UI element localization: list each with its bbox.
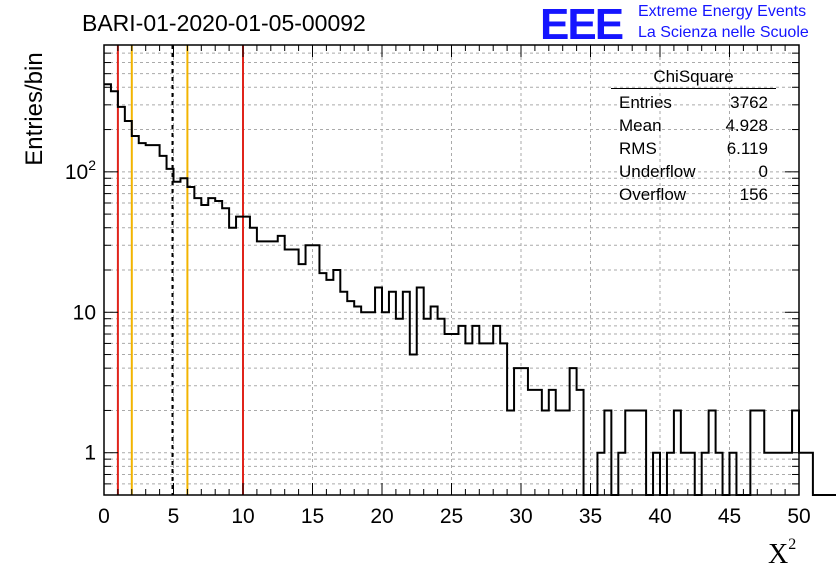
x-tick-label: 25 [440,505,463,528]
y-tick-label: 1 [84,442,96,465]
stats-label: RMS [619,139,657,158]
logo-subtitle-1: Extreme Energy Events [638,3,807,20]
stats-value: 0 [758,162,768,181]
stats-row-mean: Mean 4.928 [611,114,776,137]
stats-value: 6.119 [726,139,768,158]
x-tick-label: 20 [370,505,393,528]
x-axis-label-base: X [768,539,789,570]
x-tick-label: 10 [231,505,254,528]
y-tick-label: 102 [65,157,96,184]
y-axis-label: Entries/bin [21,52,48,166]
stats-label: Entries [619,93,672,112]
stats-value: 4.928 [725,116,768,135]
x-tick-label: 5 [168,505,180,528]
stats-label: Mean [619,116,662,135]
y-tick-label: 10 [73,301,96,324]
histogram-outline [104,83,836,496]
x-tick-label: 50 [787,505,810,528]
stats-row-entries: Entries 3762 [611,91,776,114]
stats-label: Underflow [619,162,696,181]
x-tick-label: 15 [301,505,324,528]
stats-row-underflow: Underflow 0 [611,160,776,183]
stats-value: 156 [739,185,768,204]
x-tick-label: 35 [579,505,602,528]
stats-value: 3762 [730,93,768,112]
eee-logo: EEE [540,0,624,49]
stats-row-rms: RMS 6.119 [611,137,776,160]
stats-box: ChiSquare Entries 3762 Mean 4.928 RMS 6.… [611,67,776,206]
x-tick-label: 45 [718,505,741,528]
x-tick-label: 30 [509,505,532,528]
x-axis-label: X2 [768,536,796,571]
stats-label: Overflow [619,185,687,204]
chart-title: BARI-01-2020-01-05-00092 [82,10,366,36]
x-tick-label: 0 [98,505,110,528]
x-tick-label: 40 [648,505,671,528]
stats-title: ChiSquare [611,67,776,89]
x-axis-label-sup: 2 [788,536,797,553]
stats-row-overflow: Overflow 156 [611,183,776,206]
logo-subtitle-2: La Scienza nelle Scuole [638,24,809,41]
